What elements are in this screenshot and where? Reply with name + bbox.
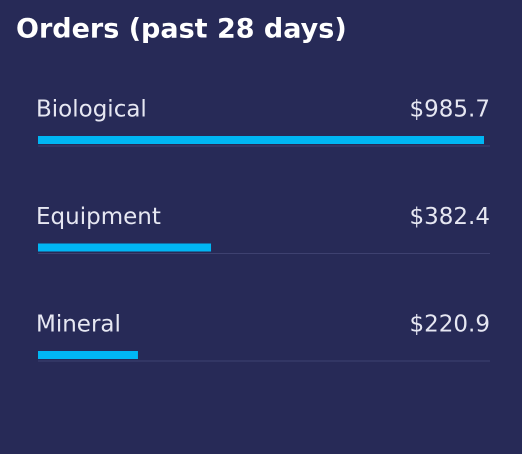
widget-title: Orders (past 28 days) (16, 14, 347, 45)
value-label: $985.7 (410, 97, 490, 123)
value-label: $382.4 (410, 204, 490, 230)
category-label: Biological (36, 97, 147, 123)
bar (38, 136, 484, 144)
value-label: $220.9 (410, 312, 490, 338)
category-label: Equipment (36, 204, 161, 230)
bar (38, 243, 212, 252)
bar (38, 351, 138, 359)
category-label: Mineral (36, 312, 121, 338)
